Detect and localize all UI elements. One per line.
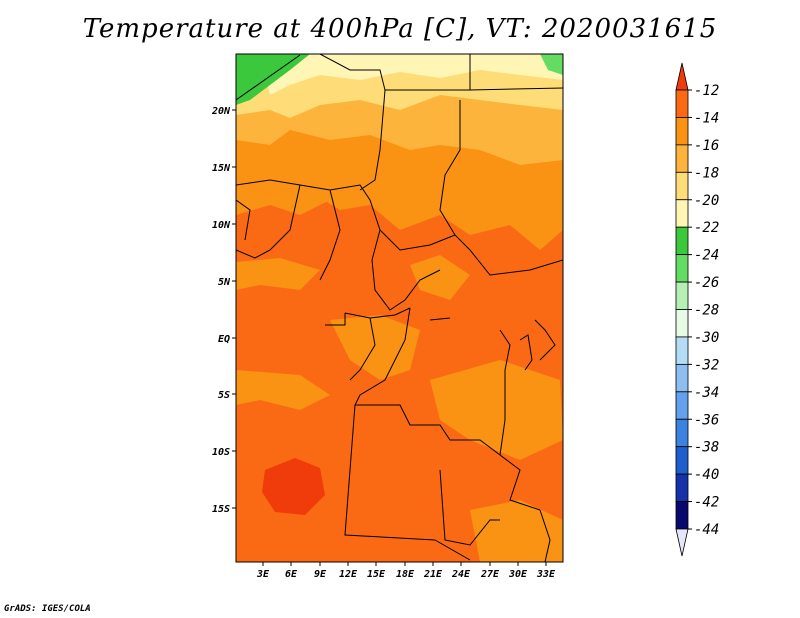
border-line — [269, 184, 301, 251]
colorbar-segment — [675, 89, 689, 118]
colorbar-segment — [675, 226, 689, 256]
colorbar-label: -28 — [694, 303, 719, 319]
lat-label: 15S — [212, 504, 230, 515]
border-line — [349, 317, 376, 381]
band-16-east — [430, 360, 563, 460]
colorbar-label: -40 — [694, 467, 719, 483]
lon-label: 9E — [314, 569, 327, 580]
colorbar-label: -42 — [694, 495, 719, 511]
band-16-southeast — [470, 500, 563, 562]
colorbar-label: -24 — [694, 248, 719, 264]
border-line — [519, 334, 533, 371]
border-line — [434, 539, 471, 561]
colorbar-label: -18 — [694, 165, 719, 181]
border-line — [236, 54, 301, 101]
colorbar-segment — [675, 446, 689, 475]
band-24-northwest — [236, 54, 310, 105]
colorbar-segment — [675, 391, 689, 420]
border-line — [236, 249, 271, 259]
border-line — [319, 189, 341, 281]
colorbar-segment — [675, 309, 689, 338]
border-line — [539, 509, 551, 562]
lon-label: 27E — [480, 569, 500, 580]
colorbar-segment — [675, 254, 689, 283]
lat-label: 15N — [212, 163, 231, 174]
latitude-axis: 20N 15N 10N 5N EQ 5S 10S 15S — [211, 106, 236, 515]
border-line — [325, 313, 346, 326]
band-16-west — [236, 180, 330, 215]
colorbar-label: -34 — [694, 385, 719, 401]
colorbar-segment — [675, 418, 689, 448]
lon-label: 30E — [508, 569, 528, 580]
lat-label: 10N — [212, 220, 231, 231]
country-borders — [236, 54, 563, 562]
border-line — [534, 319, 556, 361]
lon-label: 15E — [367, 569, 386, 580]
colorbar-label: -30 — [694, 330, 719, 346]
colorbar-segment — [675, 62, 689, 91]
lon-label: 18E — [396, 569, 415, 580]
temperature-field — [236, 54, 563, 562]
colorbar-label: -20 — [694, 193, 719, 209]
border-line — [236, 179, 456, 251]
band-16-congo — [330, 315, 420, 380]
border-line — [499, 454, 541, 511]
map-frame — [235, 53, 564, 563]
lat-label: 10S — [212, 447, 230, 458]
colorbar-segment — [675, 336, 689, 365]
colorbar-label: -32 — [694, 357, 719, 373]
lon-label: 24E — [451, 569, 471, 580]
colorbar-label: -12 — [694, 83, 719, 99]
colorbar-segment — [675, 473, 689, 502]
border-line — [354, 307, 501, 456]
band-22 — [260, 54, 563, 95]
colorbar-label: -36 — [694, 412, 719, 428]
band-16-patch2 — [236, 258, 320, 290]
border-line — [439, 469, 500, 546]
lon-label: 12E — [339, 569, 358, 580]
lon-label: 33E — [536, 569, 556, 580]
colorbar-label: -38 — [694, 440, 719, 456]
band-16-patch1 — [410, 255, 470, 300]
map-title: Temperature at 400hPa [C], VT: 202003161… — [82, 14, 718, 44]
border-line — [499, 329, 511, 456]
lat-label: 5N — [218, 277, 231, 288]
band-12-core — [262, 458, 325, 515]
colorbar-segment — [675, 501, 689, 530]
colorbar-segment — [675, 363, 689, 393]
colorbar-segment — [675, 528, 689, 557]
colorbar-segment — [675, 117, 689, 146]
longitude-axis: 3E 6E 9E 12E 15E 18E 21E 24E 27E 30E 33E — [256, 562, 556, 580]
border-line — [429, 317, 451, 321]
border-line — [469, 87, 563, 91]
band-26-northeast — [540, 54, 563, 75]
colorbar-label: -22 — [694, 220, 719, 236]
border-line — [344, 307, 411, 319]
lon-label: 6E — [285, 569, 298, 580]
colorbar: -12 -14 -16 -18 -20 -22 -24 -26 -28 -30 -32 -34 -36 -… — [675, 62, 719, 557]
colorbar-label: -44 — [694, 522, 719, 538]
border-line — [371, 229, 441, 311]
colorbar-segment — [675, 281, 689, 310]
lat-label: 5S — [218, 390, 230, 401]
colorbar-segment — [675, 144, 689, 173]
colorbar-label: -16 — [694, 138, 719, 154]
credit-text: GrADS: IGES/COLA — [4, 604, 91, 614]
border-line — [236, 199, 251, 241]
band-16-atlantic — [236, 370, 330, 410]
border-line — [344, 404, 436, 541]
colorbar-label: -14 — [694, 110, 719, 126]
lat-label: 20N — [211, 106, 231, 117]
lon-label: 3E — [256, 569, 270, 580]
colorbar-label: -26 — [694, 275, 719, 291]
lat-label: EQ — [218, 334, 230, 345]
lon-label: 21E — [423, 569, 443, 580]
colorbar-segment — [675, 171, 689, 201]
colorbar-segment — [675, 199, 689, 228]
